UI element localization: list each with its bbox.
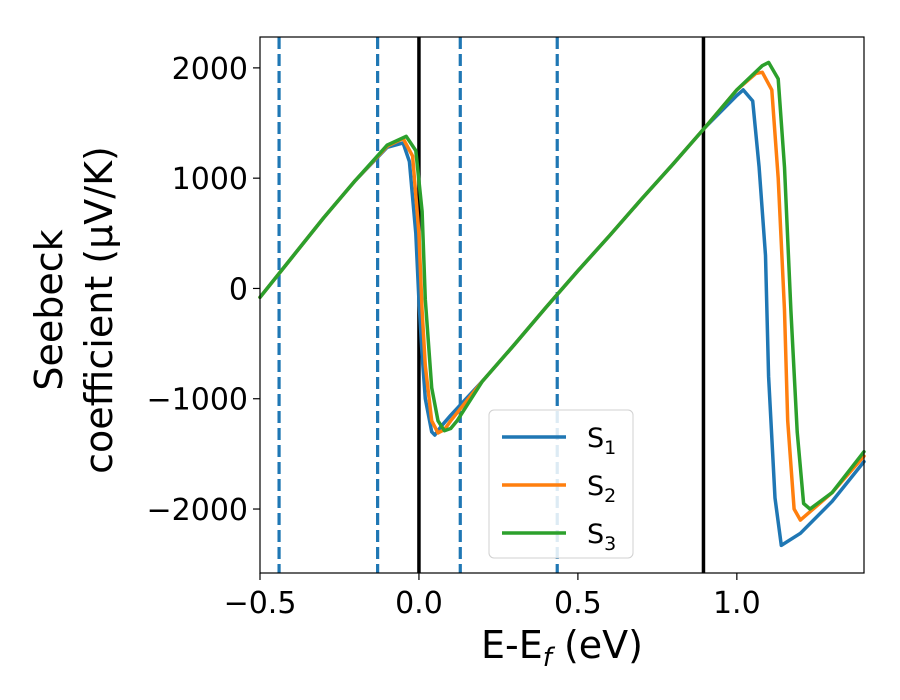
x-tick-label: 0.5 — [554, 586, 602, 621]
series-line-s3 — [258, 60, 866, 511]
y-tick-label: 1000 — [172, 162, 248, 197]
x-tick-label: 1.0 — [713, 586, 761, 621]
legend-label-s2: S2 — [587, 471, 616, 507]
y-axis-title-line2: coefficient (μV/K) — [77, 146, 121, 474]
plot-frame — [259, 36, 865, 574]
legend-label-s3: S3 — [587, 519, 616, 555]
y-tick-label: −2000 — [147, 493, 248, 528]
x-tick-label: 0.0 — [395, 586, 443, 621]
y-tick-label: 2000 — [172, 52, 248, 87]
y-tick-label: −1000 — [147, 383, 248, 418]
series-layer — [258, 60, 866, 548]
legend-label-s1: S1 — [587, 423, 616, 459]
x-tick-label: −0.5 — [224, 586, 297, 621]
x-axis-title: E-Ef (eV) — [481, 623, 643, 673]
y-axis-ticks: 2000 1000 0 −1000 −2000 — [147, 52, 260, 528]
legend: S1 S2 S3 — [488, 409, 634, 559]
y-tick-label: 0 — [229, 272, 248, 307]
y-axis-title-line1: Seebeck — [27, 229, 71, 390]
x-axis-ticks: −0.5 0.0 0.5 1.0 — [224, 573, 761, 621]
